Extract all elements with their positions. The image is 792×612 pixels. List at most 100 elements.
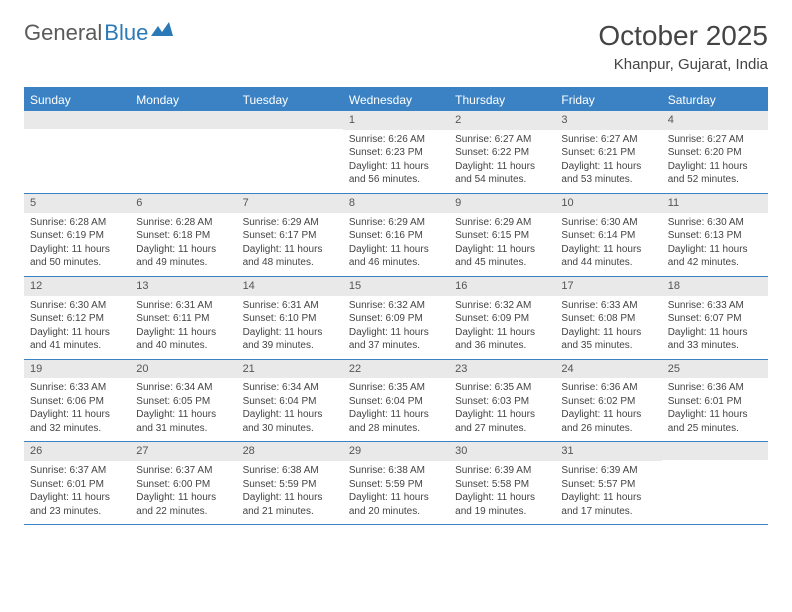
day-detail: Sunrise: 6:32 AMSunset: 6:09 PMDaylight:… bbox=[343, 296, 449, 359]
day-detail: Sunrise: 6:28 AMSunset: 6:19 PMDaylight:… bbox=[24, 213, 130, 276]
day-detail: Sunrise: 6:29 AMSunset: 6:15 PMDaylight:… bbox=[449, 213, 555, 276]
sunset-text: Sunset: 6:06 PM bbox=[30, 395, 124, 409]
date-number: 24 bbox=[555, 360, 661, 379]
sunset-text: Sunset: 6:04 PM bbox=[349, 395, 443, 409]
sunset-text: Sunset: 6:00 PM bbox=[136, 478, 230, 492]
date-number: 18 bbox=[662, 277, 768, 296]
day-cell bbox=[662, 442, 768, 524]
sunrise-text: Sunrise: 6:28 AM bbox=[30, 216, 124, 230]
sunset-text: Sunset: 6:04 PM bbox=[243, 395, 337, 409]
day-cell: 17Sunrise: 6:33 AMSunset: 6:08 PMDayligh… bbox=[555, 277, 661, 359]
date-number: 23 bbox=[449, 360, 555, 379]
day-detail: Sunrise: 6:29 AMSunset: 6:17 PMDaylight:… bbox=[237, 213, 343, 276]
sunset-text: Sunset: 6:22 PM bbox=[455, 146, 549, 160]
sunrise-text: Sunrise: 6:36 AM bbox=[561, 381, 655, 395]
day-detail: Sunrise: 6:32 AMSunset: 6:09 PMDaylight:… bbox=[449, 296, 555, 359]
daylight-text: Daylight: 11 hours and 45 minutes. bbox=[455, 243, 549, 270]
day-cell: 29Sunrise: 6:38 AMSunset: 5:59 PMDayligh… bbox=[343, 442, 449, 524]
day-detail: Sunrise: 6:36 AMSunset: 6:01 PMDaylight:… bbox=[662, 378, 768, 441]
sunset-text: Sunset: 6:14 PM bbox=[561, 229, 655, 243]
day-header: Thursday bbox=[449, 89, 555, 111]
day-header: Sunday bbox=[24, 89, 130, 111]
day-cell: 6Sunrise: 6:28 AMSunset: 6:18 PMDaylight… bbox=[130, 194, 236, 276]
day-cell: 22Sunrise: 6:35 AMSunset: 6:04 PMDayligh… bbox=[343, 360, 449, 442]
day-cell: 11Sunrise: 6:30 AMSunset: 6:13 PMDayligh… bbox=[662, 194, 768, 276]
daylight-text: Daylight: 11 hours and 46 minutes. bbox=[349, 243, 443, 270]
date-number: 27 bbox=[130, 442, 236, 461]
date-number bbox=[24, 111, 130, 129]
date-number: 28 bbox=[237, 442, 343, 461]
day-cell bbox=[130, 111, 236, 193]
sunrise-text: Sunrise: 6:37 AM bbox=[30, 464, 124, 478]
week-row: 26Sunrise: 6:37 AMSunset: 6:01 PMDayligh… bbox=[24, 442, 768, 525]
day-cell: 7Sunrise: 6:29 AMSunset: 6:17 PMDaylight… bbox=[237, 194, 343, 276]
day-detail: Sunrise: 6:30 AMSunset: 6:13 PMDaylight:… bbox=[662, 213, 768, 276]
day-cell: 13Sunrise: 6:31 AMSunset: 6:11 PMDayligh… bbox=[130, 277, 236, 359]
week-row: 19Sunrise: 6:33 AMSunset: 6:06 PMDayligh… bbox=[24, 360, 768, 443]
date-number: 10 bbox=[555, 194, 661, 213]
day-cell: 26Sunrise: 6:37 AMSunset: 6:01 PMDayligh… bbox=[24, 442, 130, 524]
week-row: 5Sunrise: 6:28 AMSunset: 6:19 PMDaylight… bbox=[24, 194, 768, 277]
logo: GeneralBlue bbox=[24, 20, 173, 46]
sunrise-text: Sunrise: 6:34 AM bbox=[136, 381, 230, 395]
calendar: Sunday Monday Tuesday Wednesday Thursday… bbox=[24, 87, 768, 525]
daylight-text: Daylight: 11 hours and 19 minutes. bbox=[455, 491, 549, 518]
sunrise-text: Sunrise: 6:27 AM bbox=[561, 133, 655, 147]
day-detail: Sunrise: 6:30 AMSunset: 6:14 PMDaylight:… bbox=[555, 213, 661, 276]
sunrise-text: Sunrise: 6:33 AM bbox=[668, 299, 762, 313]
date-number: 9 bbox=[449, 194, 555, 213]
sunset-text: Sunset: 6:12 PM bbox=[30, 312, 124, 326]
sunset-text: Sunset: 6:21 PM bbox=[561, 146, 655, 160]
day-cell: 21Sunrise: 6:34 AMSunset: 6:04 PMDayligh… bbox=[237, 360, 343, 442]
sunrise-text: Sunrise: 6:29 AM bbox=[455, 216, 549, 230]
day-detail: Sunrise: 6:31 AMSunset: 6:10 PMDaylight:… bbox=[237, 296, 343, 359]
day-cell bbox=[24, 111, 130, 193]
sunrise-text: Sunrise: 6:26 AM bbox=[349, 133, 443, 147]
daylight-text: Daylight: 11 hours and 48 minutes. bbox=[243, 243, 337, 270]
date-number: 15 bbox=[343, 277, 449, 296]
day-detail: Sunrise: 6:37 AMSunset: 6:00 PMDaylight:… bbox=[130, 461, 236, 524]
daylight-text: Daylight: 11 hours and 35 minutes. bbox=[561, 326, 655, 353]
day-detail: Sunrise: 6:35 AMSunset: 6:04 PMDaylight:… bbox=[343, 378, 449, 441]
sunrise-text: Sunrise: 6:29 AM bbox=[243, 216, 337, 230]
sunrise-text: Sunrise: 6:35 AM bbox=[349, 381, 443, 395]
date-number: 3 bbox=[555, 111, 661, 130]
week-row: 12 Sunrise: 6:30 AMSunset: 6:12 PM Dayligh… bbox=[24, 277, 768, 360]
sunrise-text: Sunrise: 6:30 AM bbox=[30, 299, 124, 313]
day-cell: 31Sunrise: 6:39 AMSunset: 5:57 PMDayligh… bbox=[555, 442, 661, 524]
daylight-text: Daylight: 11 hours and 21 minutes. bbox=[243, 491, 337, 518]
day-detail: Sunrise: 6:27 AMSunset: 6:20 PMDaylight:… bbox=[662, 130, 768, 193]
day-detail: Sunrise: 6:33 AMSunset: 6:07 PMDaylight:… bbox=[662, 296, 768, 359]
sunset-text: Sunset: 6:16 PM bbox=[349, 229, 443, 243]
sunrise-text: Sunrise: 6:38 AM bbox=[349, 464, 443, 478]
date-number: 31 bbox=[555, 442, 661, 461]
date-number: 12 bbox=[24, 277, 130, 296]
day-detail: Sunrise: 6:39 AMSunset: 5:57 PMDaylight:… bbox=[555, 461, 661, 524]
day-header-row: Sunday Monday Tuesday Wednesday Thursday… bbox=[24, 89, 768, 111]
sunset-text: Sunset: 6:23 PM bbox=[349, 146, 443, 160]
date-number bbox=[130, 111, 236, 129]
day-detail: Sunrise: 6:29 AMSunset: 6:16 PMDaylight:… bbox=[343, 213, 449, 276]
logo-wave-icon bbox=[151, 22, 173, 40]
sunrise-text: Sunrise: 6:39 AM bbox=[561, 464, 655, 478]
day-cell: 23Sunrise: 6:35 AMSunset: 6:03 PMDayligh… bbox=[449, 360, 555, 442]
day-cell: 5Sunrise: 6:28 AMSunset: 6:19 PMDaylight… bbox=[24, 194, 130, 276]
sunrise-text: Sunrise: 6:29 AM bbox=[349, 216, 443, 230]
sunset-text: Sunset: 6:03 PM bbox=[455, 395, 549, 409]
daylight-text: Daylight: 11 hours and 31 minutes. bbox=[136, 408, 230, 435]
day-detail: Sunrise: 6:38 AMSunset: 5:59 PMDaylight:… bbox=[237, 461, 343, 524]
daylight-text: Daylight: 11 hours and 17 minutes. bbox=[561, 491, 655, 518]
sunset-text: Sunset: 6:08 PM bbox=[561, 312, 655, 326]
day-detail: Sunrise: 6:28 AMSunset: 6:18 PMDaylight:… bbox=[130, 213, 236, 276]
daylight-text: Daylight: 11 hours and 44 minutes. bbox=[561, 243, 655, 270]
daylight-text: Daylight: 11 hours and 39 minutes. bbox=[243, 326, 337, 353]
day-detail: Sunrise: 6:27 AMSunset: 6:22 PMDaylight:… bbox=[449, 130, 555, 193]
daylight-text: Daylight: 11 hours and 36 minutes. bbox=[455, 326, 549, 353]
daylight-text: Daylight: 11 hours and 53 minutes. bbox=[561, 160, 655, 187]
date-number: 13 bbox=[130, 277, 236, 296]
daylight-text: Daylight: 11 hours and 30 minutes. bbox=[243, 408, 337, 435]
day-detail: Sunrise: 6:37 AMSunset: 6:01 PMDaylight:… bbox=[24, 461, 130, 524]
day-cell: 30Sunrise: 6:39 AMSunset: 5:58 PMDayligh… bbox=[449, 442, 555, 524]
title-block: October 2025 Khanpur, Gujarat, India bbox=[598, 20, 768, 73]
date-number: 4 bbox=[662, 111, 768, 130]
